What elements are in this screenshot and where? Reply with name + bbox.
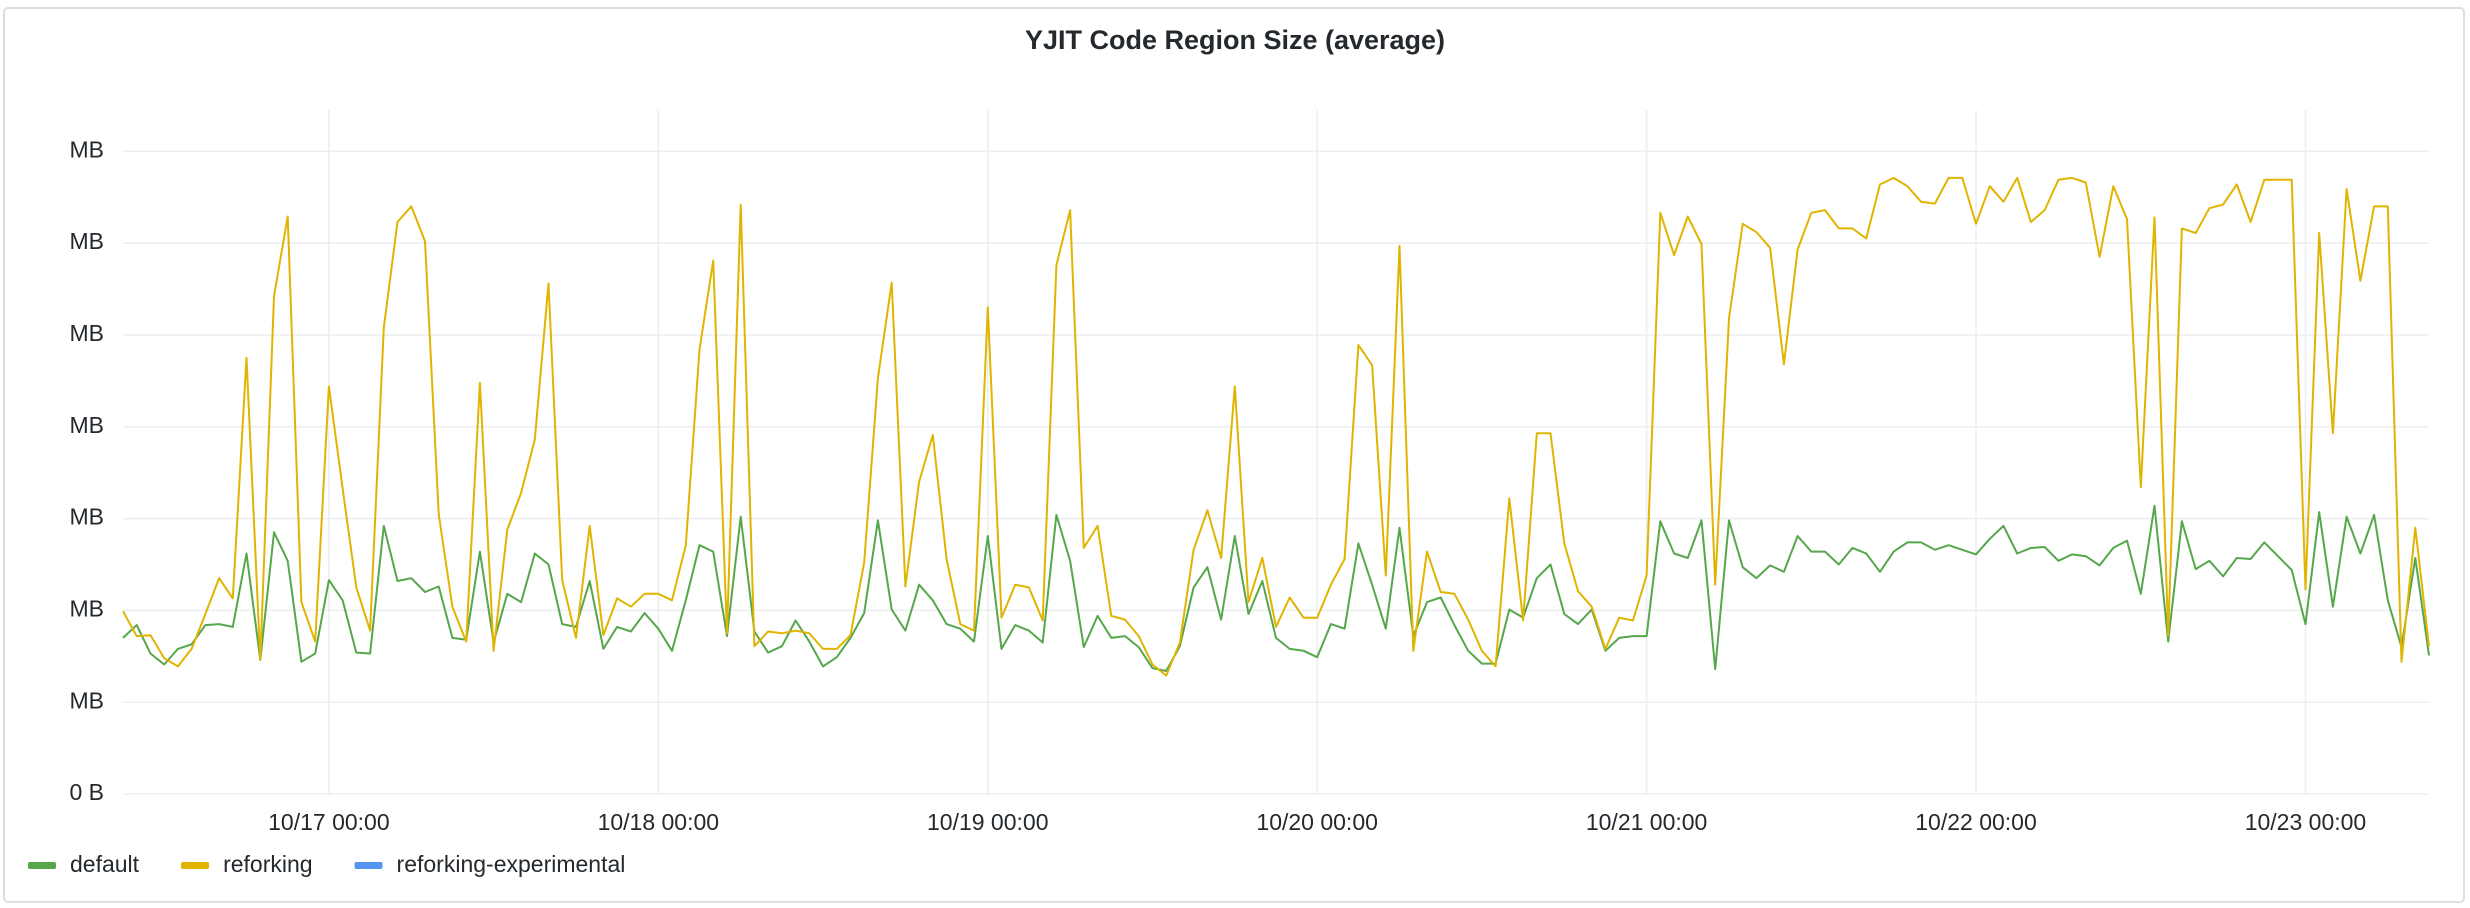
legend-label: reforking [223,851,312,877]
y-tick-label: MB [70,595,105,621]
legend-swatch [354,862,383,869]
y-tick-label: MB [70,136,105,162]
series-line [122,504,2430,672]
y-tick-label: MB [70,412,105,438]
panel-border [3,7,2465,903]
y-tick-label: MB [70,504,105,530]
y-tick-label: 0 B [69,779,104,805]
x-tick-label: 10/20 00:00 [1256,809,1378,835]
legend-label: default [70,851,140,877]
y-tick-label: MB [70,687,105,713]
y-tick-label: MB [70,320,105,346]
y-tick-label: MB [70,228,105,254]
x-tick-label: 10/23 00:00 [2245,809,2367,835]
x-tick-label: 10/21 00:00 [1586,809,1708,835]
x-tick-label: 10/22 00:00 [1915,809,2037,835]
x-tick-label: 10/18 00:00 [598,809,720,835]
chart-title: YJIT Code Region Size (average) [1025,25,1445,55]
x-tick-label: 10/17 00:00 [268,809,390,835]
legend-swatch [181,862,210,869]
legend-label: reforking-experimental [397,851,626,877]
series-line [122,176,2430,677]
x-tick-label: 10/19 00:00 [927,809,1049,835]
legend-swatch [28,862,56,869]
